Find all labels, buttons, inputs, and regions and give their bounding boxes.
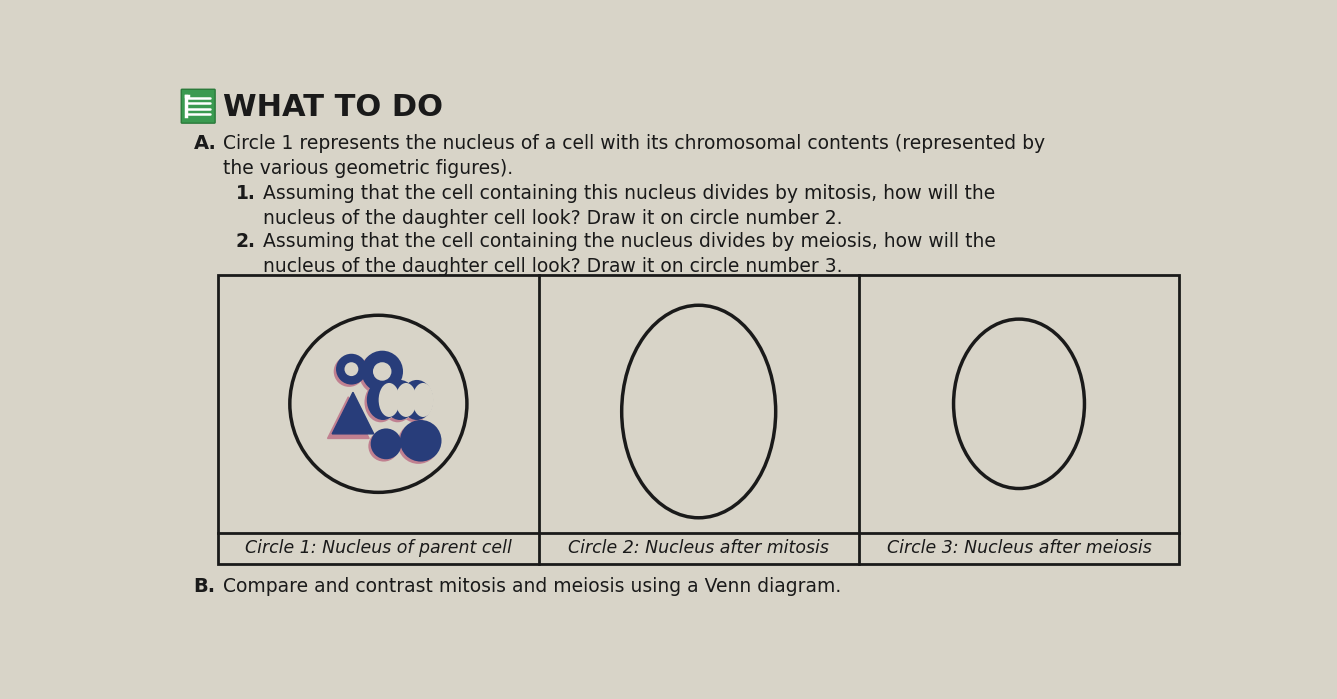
Text: Circle 3: Nucleus after meiosis: Circle 3: Nucleus after meiosis (886, 539, 1151, 557)
Circle shape (360, 353, 401, 394)
Circle shape (373, 362, 392, 381)
Text: Assuming that the cell containing this nucleus divides by mitosis, how will the
: Assuming that the cell containing this n… (263, 184, 995, 228)
Text: A.: A. (194, 134, 217, 153)
Ellipse shape (384, 380, 416, 420)
Circle shape (290, 315, 467, 492)
FancyBboxPatch shape (182, 89, 215, 123)
Ellipse shape (365, 382, 397, 422)
Bar (218, 275, 1179, 563)
Text: WHAT TO DO: WHAT TO DO (223, 93, 443, 122)
Text: B.: B. (194, 577, 215, 596)
Circle shape (397, 422, 439, 464)
Polygon shape (332, 392, 374, 434)
Ellipse shape (366, 380, 400, 420)
Polygon shape (328, 397, 369, 438)
Circle shape (370, 428, 401, 459)
Ellipse shape (413, 383, 433, 417)
Ellipse shape (410, 385, 432, 419)
Circle shape (369, 431, 400, 461)
Ellipse shape (398, 382, 431, 422)
Circle shape (334, 356, 365, 387)
Circle shape (342, 365, 356, 378)
Text: Assuming that the cell containing the nucleus divides by meiosis, how will the
n: Assuming that the cell containing the nu… (263, 233, 996, 277)
Text: Circle 2: Nucleus after mitosis: Circle 2: Nucleus after mitosis (568, 539, 829, 557)
Text: Compare and contrast mitosis and meiosis using a Venn diagram.: Compare and contrast mitosis and meiosis… (223, 577, 841, 596)
Text: 1.: 1. (235, 184, 255, 203)
Ellipse shape (378, 383, 400, 417)
Circle shape (370, 365, 389, 383)
Circle shape (400, 420, 441, 461)
Circle shape (336, 354, 366, 384)
Ellipse shape (401, 380, 433, 420)
Ellipse shape (381, 382, 413, 422)
Ellipse shape (393, 385, 414, 419)
Text: Circle 1 represents the nucleus of a cell with its chromosomal contents (represe: Circle 1 represents the nucleus of a cel… (223, 134, 1046, 178)
Circle shape (345, 362, 358, 376)
Ellipse shape (376, 385, 397, 419)
Ellipse shape (396, 383, 417, 417)
Text: Circle 1: Nucleus of parent cell: Circle 1: Nucleus of parent cell (245, 539, 512, 557)
Circle shape (361, 351, 402, 392)
Text: 2.: 2. (235, 233, 255, 252)
